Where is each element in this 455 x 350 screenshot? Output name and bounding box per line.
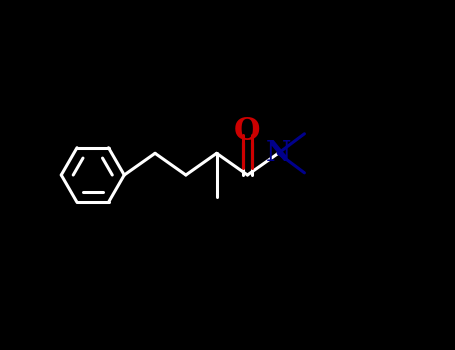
Text: N: N (266, 140, 291, 167)
Text: O: O (234, 116, 261, 147)
